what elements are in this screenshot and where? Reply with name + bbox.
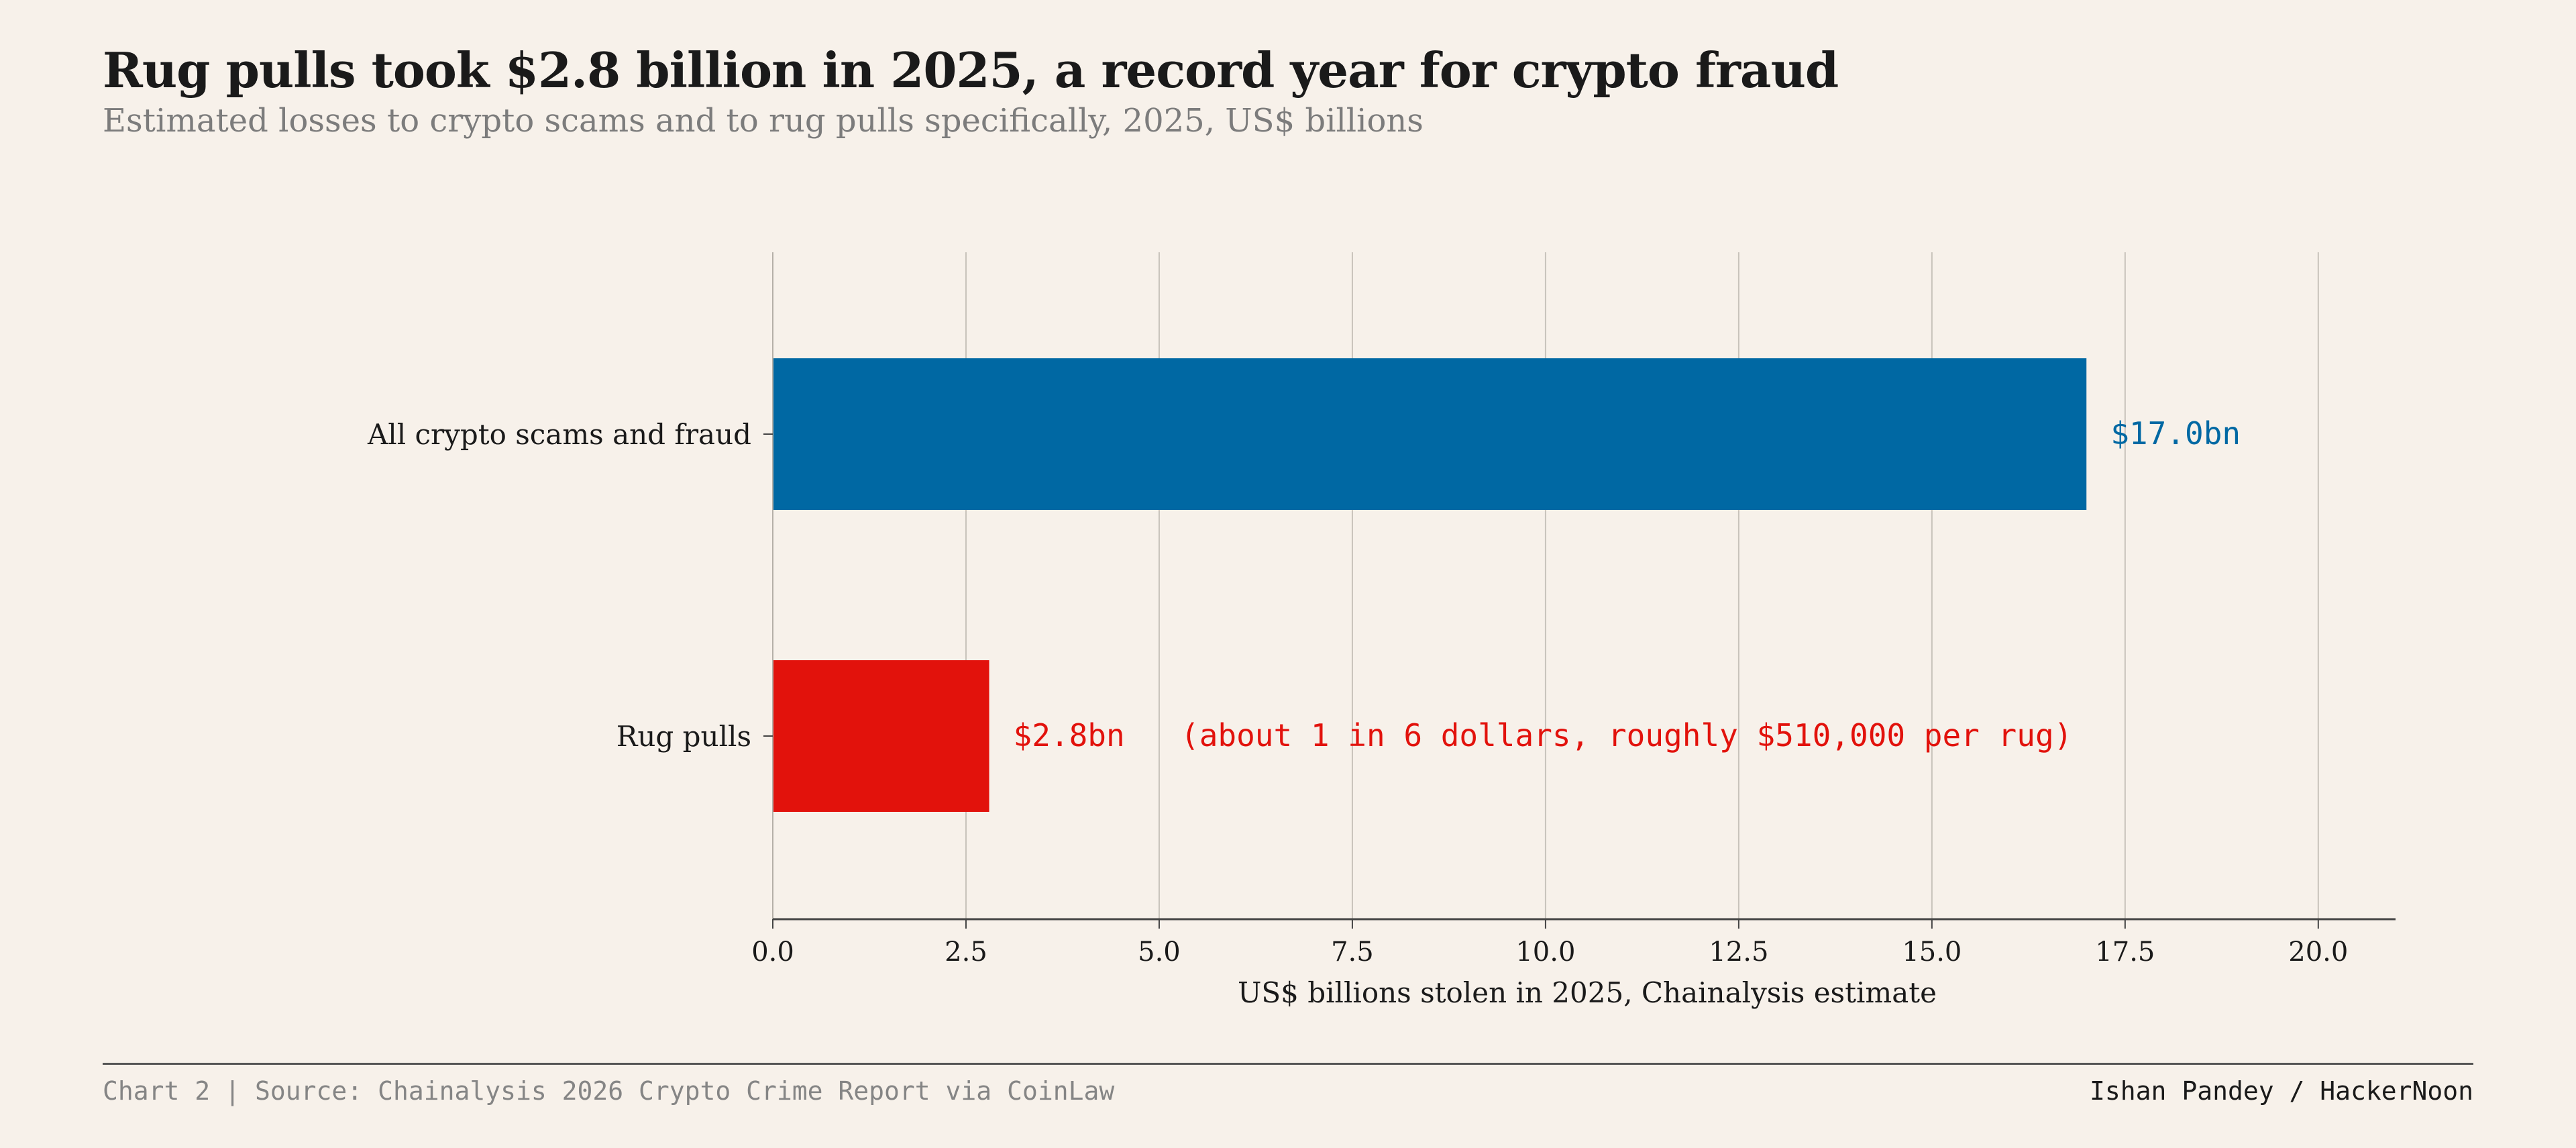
category-label-1: Rug pulls [616, 720, 751, 753]
x-tick-label-4: 10.0 [1515, 937, 1575, 968]
category-label-0: All crypto scams and fraud [367, 418, 751, 451]
rug-pull-annotation: (about 1 in 6 dollars, roughly $510,000 … [1181, 717, 2072, 753]
x-tick-label-7: 17.5 [2095, 937, 2155, 968]
bars [773, 358, 2087, 812]
x-axis-title: US$ billions stolen in 2025, Chainalysis… [1238, 976, 1937, 1009]
x-tick-label-5: 12.5 [1709, 937, 1768, 968]
gridlines [965, 252, 2319, 919]
x-tick-label-6: 15.0 [1902, 937, 1962, 968]
x-tick-label-1: 2.5 [945, 937, 987, 968]
x-tick-label-3: 7.5 [1331, 937, 1374, 968]
value-label-0: $17.0bn [2110, 415, 2241, 452]
labels: All crypto scams and fraud $17.0bn Rug pul… [367, 415, 2241, 753]
chart-subtitle: Estimated losses to crypto scams and to … [103, 102, 1424, 140]
footer-source: Chart 2 | Source: Chainalysis 2026 Crypto … [103, 1076, 1114, 1106]
x-axis: 0.0 2.5 5.0 7.5 10.0 12.5 15.0 17.5 20.0 US$ bill… [751, 252, 2396, 1009]
bar-1 [773, 660, 989, 812]
chart-number: Chart 2 [103, 1076, 211, 1106]
x-tick-label-2: 5.0 [1138, 937, 1181, 968]
source-text: Source: Chainalysis 2026 Crypto Crime Re… [255, 1076, 1115, 1106]
footer-separator: | [225, 1076, 241, 1106]
value-label-1: $2.8bn [1014, 717, 1125, 753]
x-tick-label-8: 20.0 [2288, 937, 2348, 968]
bar-0 [773, 358, 2087, 510]
x-tick-label-0: 0.0 [751, 937, 794, 968]
author-credit: Ishan Pandey / HackerNoon [2090, 1076, 2473, 1106]
chart-title: Rug pulls took $2.8 billion in 2025, a r… [103, 42, 1839, 99]
footer-divider [103, 1063, 2473, 1065]
